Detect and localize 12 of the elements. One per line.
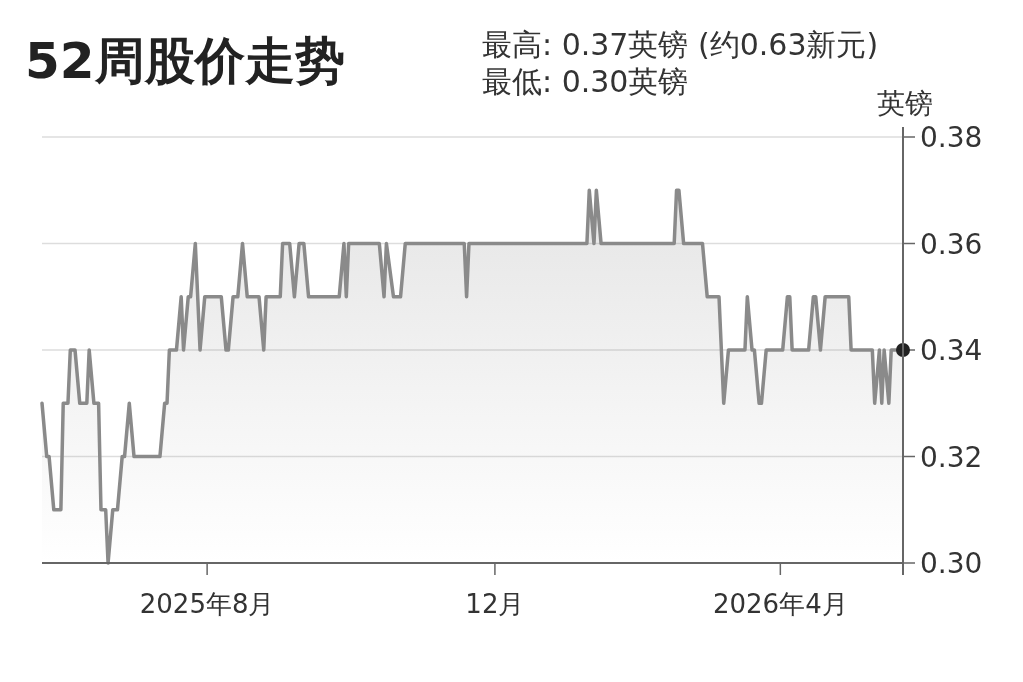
text: 最高: 0.37英镑 (约0.63新元) — [482, 27, 879, 62]
x-tick-label: 2026年4月 — [712, 589, 848, 619]
y-axis-title: 英镑 — [877, 87, 933, 120]
y-tick-label: 0.38 — [920, 121, 983, 154]
chart-title: 52周股价走势 — [25, 32, 345, 90]
text: 最低: 0.30英镑 — [482, 64, 689, 99]
y-tick-label: 0.36 — [920, 227, 983, 261]
y-tick-label: 0.32 — [920, 440, 983, 474]
y-tick-label: 0.30 — [920, 547, 983, 580]
x-tick-label: 2025年8月 — [139, 589, 275, 619]
y-tick-label: 0.34 — [920, 334, 983, 367]
x-tick-label: 12月 — [465, 589, 525, 619]
